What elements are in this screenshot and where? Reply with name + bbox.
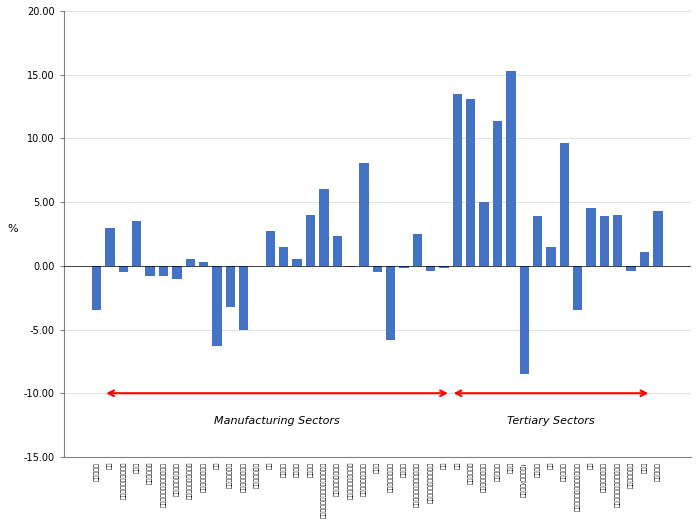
Bar bbox=[399, 266, 409, 268]
Bar bbox=[533, 216, 542, 266]
Bar bbox=[386, 266, 395, 340]
Bar bbox=[440, 266, 449, 268]
Bar bbox=[373, 266, 382, 272]
Bar bbox=[653, 211, 662, 266]
Bar bbox=[346, 266, 355, 267]
Y-axis label: %: % bbox=[7, 224, 17, 234]
Text: Manufacturing Sectors: Manufacturing Sectors bbox=[214, 416, 340, 426]
Bar bbox=[560, 143, 569, 266]
Bar bbox=[627, 266, 636, 271]
Bar bbox=[547, 247, 556, 266]
Bar bbox=[212, 266, 222, 346]
Bar bbox=[506, 71, 516, 266]
Bar bbox=[145, 266, 155, 276]
Bar bbox=[132, 221, 142, 266]
Bar bbox=[359, 163, 369, 266]
Text: Tertiary Sectors: Tertiary Sectors bbox=[507, 416, 595, 426]
Bar bbox=[225, 266, 235, 307]
Bar bbox=[199, 262, 208, 266]
Bar bbox=[453, 94, 462, 266]
Bar bbox=[279, 247, 288, 266]
Bar bbox=[186, 259, 195, 266]
Bar bbox=[466, 99, 475, 266]
Bar bbox=[105, 227, 114, 266]
Bar bbox=[239, 266, 248, 330]
Bar bbox=[519, 266, 529, 374]
Bar bbox=[413, 234, 422, 266]
Bar bbox=[332, 236, 342, 266]
Bar bbox=[573, 266, 582, 310]
Bar bbox=[480, 202, 489, 266]
Bar bbox=[426, 266, 436, 271]
Bar bbox=[172, 266, 181, 279]
Bar bbox=[319, 190, 329, 266]
Bar bbox=[292, 259, 302, 266]
Bar bbox=[586, 208, 595, 266]
Bar bbox=[600, 216, 609, 266]
Bar bbox=[92, 266, 101, 310]
Bar bbox=[119, 266, 128, 272]
Bar bbox=[159, 266, 168, 276]
Bar bbox=[493, 121, 502, 266]
Bar bbox=[306, 215, 315, 266]
Bar bbox=[266, 232, 275, 266]
Bar bbox=[613, 215, 623, 266]
Bar bbox=[640, 252, 649, 266]
